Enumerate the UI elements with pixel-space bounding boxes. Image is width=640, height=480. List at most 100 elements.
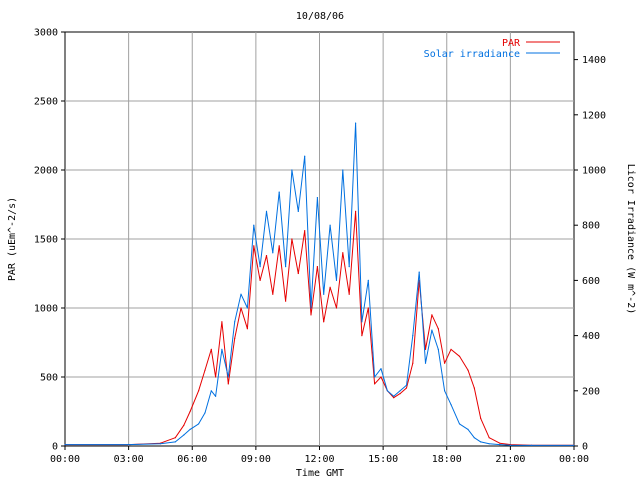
series-solar-irradiance-point — [234, 321, 236, 323]
series-solar-irradiance-point — [380, 368, 382, 370]
x-tick-label: 09:00 — [241, 454, 271, 465]
series-par-line — [65, 210, 574, 446]
series-solar-irradiance-point — [531, 444, 533, 446]
x-tick-label: 12:00 — [304, 454, 334, 465]
y-left-tick-label: 500 — [40, 373, 58, 384]
series-solar-irradiance-point — [227, 376, 229, 378]
series-par-point — [458, 355, 461, 357]
series-solar-irradiance-point — [329, 224, 331, 226]
series-solar-irradiance-point — [310, 307, 312, 309]
series-solar-irradiance-point — [291, 169, 293, 171]
series-par-point — [374, 383, 376, 385]
series-par-point — [221, 321, 223, 323]
series-par-point — [424, 348, 427, 350]
series-solar-irradiance-point — [335, 279, 338, 281]
series-par-point — [399, 393, 401, 395]
series-par-point — [285, 300, 287, 302]
y-left-tick-label: 2000 — [34, 166, 58, 177]
series-par-point — [329, 286, 331, 288]
series-solar-irradiance-point — [399, 390, 401, 392]
series-par-point — [335, 307, 338, 309]
legend-label-solar-irradiance: Solar irradiance — [424, 49, 520, 60]
series-solar-irradiance-point — [221, 348, 223, 350]
y-right-tick-label: 1000 — [582, 166, 606, 177]
series-par-point — [265, 255, 268, 257]
series-solar-irradiance-point — [509, 444, 511, 446]
series-par-point — [342, 252, 344, 254]
series-par-point — [361, 335, 363, 337]
series-par-point — [480, 417, 482, 419]
series-solar-irradiance-point — [480, 441, 482, 443]
x-tick-label: 15:00 — [368, 454, 398, 465]
series-solar-irradiance-point — [198, 423, 200, 425]
series-solar-irradiance-point — [431, 329, 433, 331]
x-tick-label: 21:00 — [495, 454, 525, 465]
y-left-tick-label: 3000 — [34, 28, 58, 39]
series-solar-irradiance-point — [265, 210, 268, 212]
series-par-point — [450, 348, 452, 350]
series-solar-irradiance-point — [183, 434, 185, 436]
series-par-point — [259, 279, 261, 281]
series-solar-irradiance-point — [374, 376, 376, 378]
series-par-point — [467, 369, 469, 371]
series-solar-irradiance-point — [467, 428, 469, 430]
series-solar-irradiance-point — [204, 412, 206, 414]
y-right-tick-label: 0 — [582, 442, 588, 453]
series-par-point — [499, 442, 501, 444]
series-par-point — [323, 321, 325, 323]
series-solar-irradiance-point — [386, 390, 388, 392]
series-par-point — [278, 245, 280, 247]
series-group — [64, 122, 575, 446]
series-solar-irradiance-point — [437, 348, 439, 350]
y-right-tick-label: 800 — [582, 221, 600, 232]
series-solar-irradiance-point — [316, 197, 318, 199]
series-solar-irradiance-point — [304, 155, 306, 157]
x-tick-label: 00:00 — [559, 454, 589, 465]
series-solar-irradiance-point — [323, 293, 325, 295]
series-par-point — [272, 293, 274, 295]
series-solar-irradiance-point — [285, 266, 287, 268]
series-solar-irradiance-point — [348, 266, 350, 268]
series-par-point — [183, 424, 185, 426]
series-solar-irradiance-point — [253, 224, 255, 226]
series-solar-irradiance-point — [361, 321, 363, 323]
series-solar-irradiance-point — [64, 444, 66, 446]
y-right-tick-label: 600 — [582, 276, 600, 287]
series-par-point — [291, 238, 293, 240]
series-par-point — [393, 397, 395, 399]
y-left-tick-label: 1000 — [34, 304, 58, 315]
x-tick-label: 06:00 — [177, 454, 207, 465]
series-solar-irradiance-point — [473, 437, 475, 439]
series-solar-irradiance-point — [210, 390, 212, 392]
series-par-point — [227, 383, 229, 385]
series-par-point — [204, 369, 206, 371]
series-solar-irradiance-point — [367, 279, 369, 281]
series-par-point — [380, 376, 382, 378]
grid — [65, 32, 574, 446]
chart-title: 10/08/06 — [296, 11, 344, 22]
series-solar-irradiance-point — [499, 444, 501, 446]
legend-label-par: PAR — [502, 38, 521, 49]
series-solar-irradiance-point — [458, 423, 461, 425]
y-axis-label-right: Licor Irradiance (W m^-2) — [625, 164, 636, 315]
ticks-group: 00:00 03:00 06:00 09:00 12:00 15:00 18:00 21:00… — [34, 28, 606, 466]
y-left-tick-label: 1500 — [34, 235, 58, 246]
series-solar-irradiance-point — [159, 443, 161, 445]
y-right-tick-label: 1200 — [582, 110, 606, 121]
series-solar-irradiance-point — [424, 362, 427, 364]
x-tick-label: 18:00 — [432, 454, 462, 465]
x-axis-label: Time GMT — [296, 468, 344, 479]
series-solar-irradiance-point — [128, 444, 130, 446]
series-solar-irradiance-point — [215, 395, 217, 397]
y-right-tick-label: 200 — [582, 386, 600, 397]
series-solar-irradiance-point — [272, 252, 274, 254]
series-par-point — [316, 266, 318, 268]
series-par-point — [431, 314, 433, 316]
series-par-point — [405, 387, 408, 389]
series-par-point — [310, 314, 312, 316]
y-axis-label-left: PAR (uEm^-2/s) — [7, 197, 18, 281]
series-solar-irradiance-point — [393, 395, 395, 397]
series-solar-irradiance-point — [297, 210, 299, 212]
series-solar-irradiance-point — [488, 443, 490, 445]
series-par-point — [198, 390, 200, 392]
